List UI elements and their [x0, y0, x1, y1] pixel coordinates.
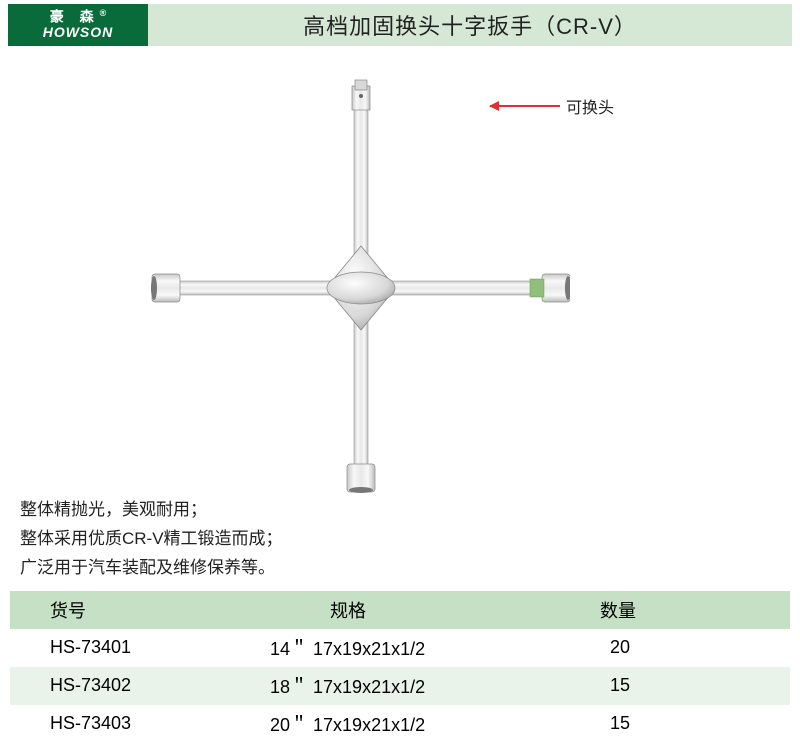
cell-spec: 20＂ 17x19x21x1/2	[210, 705, 590, 743]
cell-code: HS-73401	[10, 629, 210, 667]
cell-qty: 15	[590, 705, 790, 743]
product-image-area: 可换头	[0, 56, 800, 496]
page-title: 高档加固换头十字扳手（CR-V）	[148, 4, 792, 46]
logo-en: HOWSON	[43, 25, 114, 40]
header: 豪 森® HOWSON 高档加固换头十字扳手（CR-V）	[8, 4, 792, 46]
table-row: HS-73403 20＂ 17x19x21x1/2 15	[10, 705, 790, 743]
spec-table: 货号 规格 数量 HS-73401 14＂ 17x19x21x1/2 20 HS…	[10, 591, 790, 743]
table-row: HS-73402 18＂ 17x19x21x1/2 15	[10, 667, 790, 705]
brand-logo: 豪 森® HOWSON	[8, 4, 148, 46]
desc-line: 整体精抛光，美观耐用；	[20, 496, 780, 525]
annotation-text: 可换头	[566, 94, 614, 118]
cell-code: HS-73403	[10, 705, 210, 743]
cell-qty: 15	[590, 667, 790, 705]
th-code: 货号	[10, 591, 210, 629]
arrow-left-icon	[490, 105, 560, 107]
annotation-callout: 可换头	[490, 94, 614, 118]
th-qty: 数量	[590, 591, 790, 629]
table-header-row: 货号 规格 数量	[10, 591, 790, 629]
cell-spec: 14＂ 17x19x21x1/2	[210, 629, 590, 667]
cell-qty: 20	[590, 629, 790, 667]
th-spec: 规格	[210, 591, 590, 629]
table-row: HS-73401 14＂ 17x19x21x1/2 20	[10, 629, 790, 667]
cell-spec: 18＂ 17x19x21x1/2	[210, 667, 590, 705]
cell-code: HS-73402	[10, 667, 210, 705]
logo-cn: 豪 森®	[50, 9, 107, 25]
desc-line: 广泛用于汽车装配及维修保养等。	[20, 554, 780, 583]
desc-line: 整体采用优质CR-V精工锻造而成；	[20, 525, 780, 554]
cross-wrench-illustration	[150, 76, 570, 496]
product-description: 整体精抛光，美观耐用； 整体采用优质CR-V精工锻造而成； 广泛用于汽车装配及维…	[20, 496, 780, 583]
